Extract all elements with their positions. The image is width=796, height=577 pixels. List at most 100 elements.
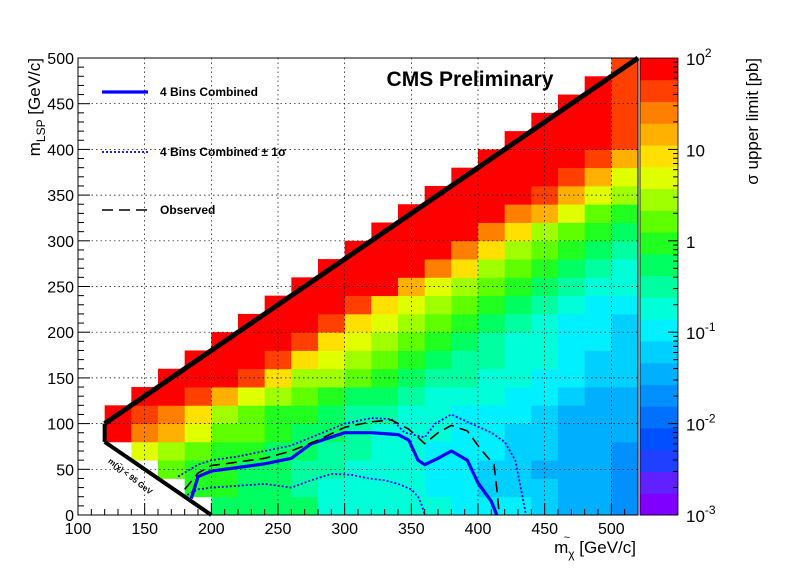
heatmap-cell	[505, 442, 532, 461]
x-tick-label: 500	[598, 521, 625, 538]
heatmap-cell	[558, 241, 585, 260]
heatmap-cell	[558, 350, 585, 369]
heatmap-cell	[478, 442, 505, 461]
heatmap-cell	[505, 204, 532, 223]
heatmap-cell	[185, 424, 212, 443]
heatmap-cell	[611, 424, 638, 443]
heatmap-cell	[611, 204, 638, 223]
heatmap-cell	[558, 186, 585, 205]
y-tick-label: 300	[47, 234, 74, 251]
heatmap-cell	[558, 405, 585, 424]
heatmap-cell	[505, 241, 532, 260]
color-scale-swatch	[640, 167, 678, 189]
heatmap-cell	[611, 350, 638, 369]
heatmap-cell	[425, 296, 452, 315]
heatmap-cell	[478, 259, 505, 278]
color-scale-swatch	[640, 145, 678, 167]
heatmap-cell	[211, 424, 238, 443]
heatmap-cell	[585, 95, 612, 114]
heatmap-cell	[238, 442, 265, 461]
heatmap-cell	[185, 387, 212, 406]
heatmap-cell	[105, 424, 132, 443]
heatmap-cell	[585, 369, 612, 388]
heatmap-cell	[558, 387, 585, 406]
heatmap-cell	[478, 241, 505, 260]
heatmap-cell	[158, 424, 185, 443]
color-scale-swatch	[640, 363, 678, 385]
heatmap-cell	[185, 405, 212, 424]
heatmap-cell	[451, 478, 478, 497]
color-scale-swatch	[640, 450, 678, 472]
heatmap-cell	[558, 442, 585, 461]
heatmap-cell	[585, 332, 612, 351]
y-tick-label: 450	[47, 97, 74, 114]
heatmap-cell	[318, 350, 345, 369]
y-tick-label: 400	[47, 142, 74, 159]
heatmap-cell	[611, 131, 638, 150]
heatmap-cell	[505, 223, 532, 242]
color-scale-swatch	[640, 471, 678, 493]
color-scale-swatch	[640, 189, 678, 211]
heatmap-cell	[345, 259, 372, 278]
heatmap-cell	[211, 350, 238, 369]
x-tick-label: 200	[198, 521, 225, 538]
color-scale-swatch	[640, 493, 678, 515]
x-tick-label: 150	[131, 521, 158, 538]
heatmap-cell	[345, 314, 372, 333]
heatmap-cell	[558, 113, 585, 132]
heatmap-cell	[291, 442, 318, 461]
heatmap-cell	[478, 424, 505, 443]
heatmap-cell	[238, 369, 265, 388]
heatmap-cell	[345, 405, 372, 424]
heatmap-cell	[585, 387, 612, 406]
heatmap-cell	[318, 478, 345, 497]
heatmap-cell	[558, 259, 585, 278]
heatmap-cell	[478, 387, 505, 406]
heatmap-cell	[451, 223, 478, 242]
heatmap-cell	[398, 314, 425, 333]
heatmap-cell	[611, 223, 638, 242]
heatmap-cell	[585, 277, 612, 296]
heatmap-cell	[451, 332, 478, 351]
color-scale-tick-label: 10	[686, 141, 705, 160]
heatmap-cell	[425, 350, 452, 369]
heatmap-cell	[611, 405, 638, 424]
heatmap-cell	[318, 314, 345, 333]
heatmap-cell	[425, 259, 452, 278]
heatmap-cell	[291, 314, 318, 333]
heatmap-cell	[558, 369, 585, 388]
heatmap-cell	[611, 113, 638, 132]
heatmap-cell	[611, 168, 638, 187]
heatmap-cell	[185, 369, 212, 388]
heatmap-cell	[505, 387, 532, 406]
heatmap-cell	[558, 149, 585, 168]
heatmap-cell	[451, 405, 478, 424]
heatmap-cell	[318, 405, 345, 424]
heatmap-cell	[478, 332, 505, 351]
heatmap-cell	[611, 296, 638, 315]
heatmap-cell	[558, 204, 585, 223]
heatmap-cell	[345, 442, 372, 461]
heatmap-cell	[185, 442, 212, 461]
heatmap-cell	[451, 296, 478, 315]
color-scale-swatch	[640, 232, 678, 254]
heatmap-cell	[585, 113, 612, 132]
heatmap-cell	[478, 405, 505, 424]
x-tick-label: 450	[531, 521, 558, 538]
color-scale-swatch	[640, 276, 678, 298]
heatmap-cell	[291, 350, 318, 369]
color-scale-swatch	[640, 428, 678, 450]
heatmap-cell	[425, 223, 452, 242]
color-scale-swatch	[640, 319, 678, 341]
heatmap-cell	[505, 424, 532, 443]
heatmap-cell	[371, 241, 398, 260]
heatmap-cell	[585, 168, 612, 187]
heatmap-cell	[371, 296, 398, 315]
heatmap-cell	[345, 350, 372, 369]
heatmap-cell	[505, 296, 532, 315]
x-tick-label: 250	[265, 521, 292, 538]
heatmap-cell	[505, 277, 532, 296]
color-scale-swatch	[640, 58, 678, 80]
heatmap-cell	[158, 387, 185, 406]
